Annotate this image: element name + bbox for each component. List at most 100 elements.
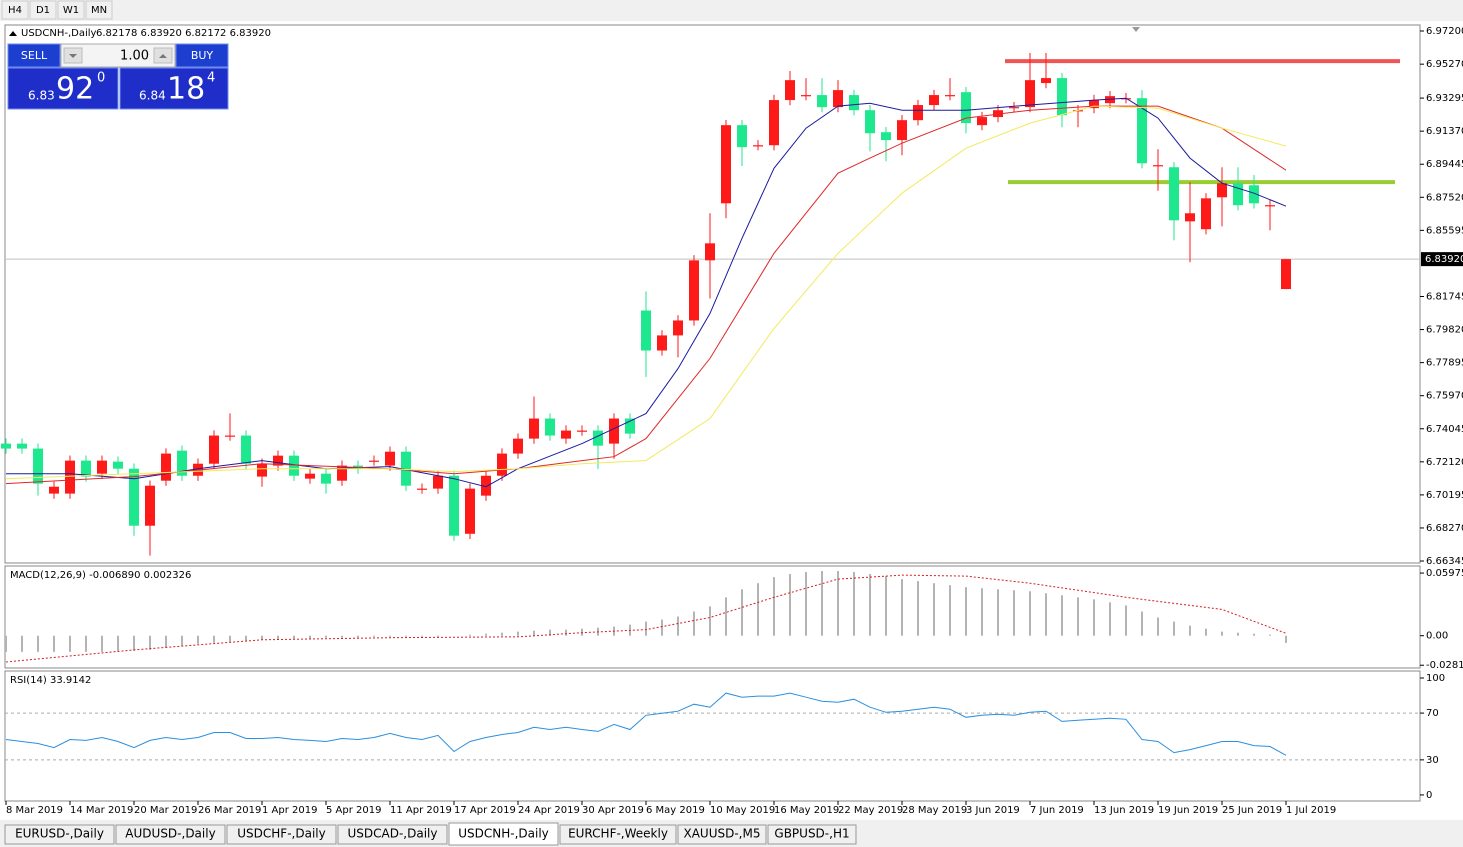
- x-tick-label: 6 May 2019: [646, 805, 705, 816]
- candle-body: [113, 461, 123, 469]
- candle-body: [401, 451, 411, 486]
- timeframe-label[interactable]: D1: [36, 5, 50, 16]
- timeframe-label[interactable]: MN: [91, 5, 107, 16]
- buy-big: 18: [167, 72, 205, 107]
- lot-field[interactable]: [60, 43, 176, 68]
- tab[interactable]: [115, 824, 226, 845]
- tab-label[interactable]: USDCHF-,Daily: [237, 827, 325, 841]
- candle-body: [1201, 198, 1211, 230]
- candle-body: [369, 460, 379, 462]
- candle-body: [1, 443, 11, 449]
- candle-body: [977, 117, 987, 126]
- sell-button[interactable]: [7, 43, 61, 68]
- ohlc-text: 6.82178 6.83920 6.82172 6.83920: [96, 28, 271, 39]
- candle-body: [225, 435, 235, 437]
- lot-up-icon: [159, 54, 167, 58]
- y-tick-label: 6.75970: [1426, 391, 1463, 402]
- y-tick-label: 6.97200: [1426, 26, 1463, 37]
- tab[interactable]: [337, 824, 448, 845]
- candle-body: [97, 460, 107, 474]
- candle-body: [145, 485, 155, 526]
- candle-body: [817, 95, 827, 108]
- timeframe-button[interactable]: [29, 0, 57, 20]
- macd-title: MACD(12,26,9) -0.006890 0.002326: [10, 570, 191, 581]
- y-tick-label: 6.72120: [1426, 457, 1463, 468]
- x-tick-label: 13 Jun 2019: [1094, 805, 1154, 816]
- sell-big: 92: [56, 72, 94, 107]
- candle-body: [1089, 100, 1099, 109]
- y-tick-label: 6.93295: [1426, 93, 1463, 104]
- y-tick-label: 6.95270: [1426, 59, 1463, 70]
- candle-body: [1185, 213, 1195, 222]
- candle-body: [1137, 98, 1147, 164]
- timeframe-button[interactable]: [57, 0, 85, 20]
- tab-label[interactable]: USDCAD-,Daily: [348, 827, 438, 841]
- tab[interactable]: [559, 824, 677, 845]
- candle-body: [1057, 78, 1067, 116]
- moving-average: [6, 97, 1287, 488]
- y-tick-label: 0.00: [1426, 631, 1448, 642]
- tab[interactable]: [448, 822, 559, 846]
- candle-body: [801, 95, 811, 97]
- rsi-pane: [4, 670, 1421, 802]
- candle-body: [481, 475, 491, 496]
- candle-body: [1153, 165, 1163, 167]
- tab-label[interactable]: USDCNH-,Daily: [458, 827, 549, 841]
- candle-body: [865, 110, 875, 134]
- candle-body: [561, 430, 571, 439]
- collapse-icon[interactable]: [9, 31, 17, 36]
- y-tick-label: 6.70195: [1426, 490, 1463, 501]
- candle-body: [529, 418, 539, 439]
- tab[interactable]: [767, 824, 857, 845]
- candle-body: [705, 243, 715, 261]
- buy-price-box[interactable]: [119, 67, 229, 110]
- timeframe-label[interactable]: H4: [8, 5, 22, 16]
- x-tick-label: 26 Mar 2019: [198, 805, 261, 816]
- y-tick-label: 6.87520: [1426, 192, 1463, 203]
- lot-value[interactable]: 1.00: [120, 49, 149, 64]
- candle-body: [833, 90, 843, 108]
- candle-body: [657, 335, 667, 351]
- x-tick-label: 11 Apr 2019: [390, 805, 452, 816]
- tab-label[interactable]: AUDUSD-,Daily: [125, 827, 215, 841]
- x-tick-label: 3 Jun 2019: [966, 805, 1020, 816]
- y-tick-label: -0.02816: [1426, 660, 1463, 671]
- toolbar: [0, 0, 1463, 21]
- candle-body: [1233, 183, 1243, 206]
- moving-average: [5, 105, 1287, 480]
- candle-body: [65, 460, 75, 494]
- x-tick-label: 1 Apr 2019: [262, 805, 317, 816]
- tab-label[interactable]: XAUUSD-,M5: [684, 827, 761, 841]
- candle-body: [577, 430, 587, 432]
- candle-body: [1025, 80, 1035, 108]
- tab[interactable]: [4, 824, 115, 845]
- x-tick-label: 16 May 2019: [774, 805, 839, 816]
- candle-body: [305, 473, 315, 479]
- buy-label[interactable]: BUY: [191, 49, 214, 62]
- candle-body: [1249, 185, 1259, 204]
- candle-body: [177, 450, 187, 476]
- sell-label[interactable]: SELL: [21, 49, 48, 62]
- x-tick-label: 14 Mar 2019: [70, 805, 133, 816]
- candle-body: [385, 451, 395, 466]
- candle-body: [593, 430, 603, 446]
- candle-body: [1265, 205, 1275, 207]
- tab-label[interactable]: EURUSD-,Daily: [15, 827, 104, 841]
- timeframe-button[interactable]: [1, 0, 29, 20]
- tab[interactable]: [226, 824, 337, 845]
- buy-sup: 4: [207, 71, 215, 86]
- y-tick-label: 6.77895: [1426, 358, 1463, 369]
- candle-body: [929, 95, 939, 106]
- timeframe-label[interactable]: W1: [63, 5, 79, 16]
- tab[interactable]: [677, 824, 767, 845]
- candle-body: [753, 145, 763, 147]
- sell-price-box[interactable]: [7, 67, 119, 110]
- buy-button[interactable]: [175, 43, 229, 68]
- tab-label[interactable]: GBPUSD-,H1: [774, 827, 849, 841]
- tab-label[interactable]: EURCHF-,Weekly: [568, 827, 668, 841]
- timeframe-button[interactable]: [85, 0, 113, 20]
- buy-prefix: 6.84: [139, 89, 166, 103]
- candle-body: [33, 448, 43, 484]
- candle-body: [209, 435, 219, 464]
